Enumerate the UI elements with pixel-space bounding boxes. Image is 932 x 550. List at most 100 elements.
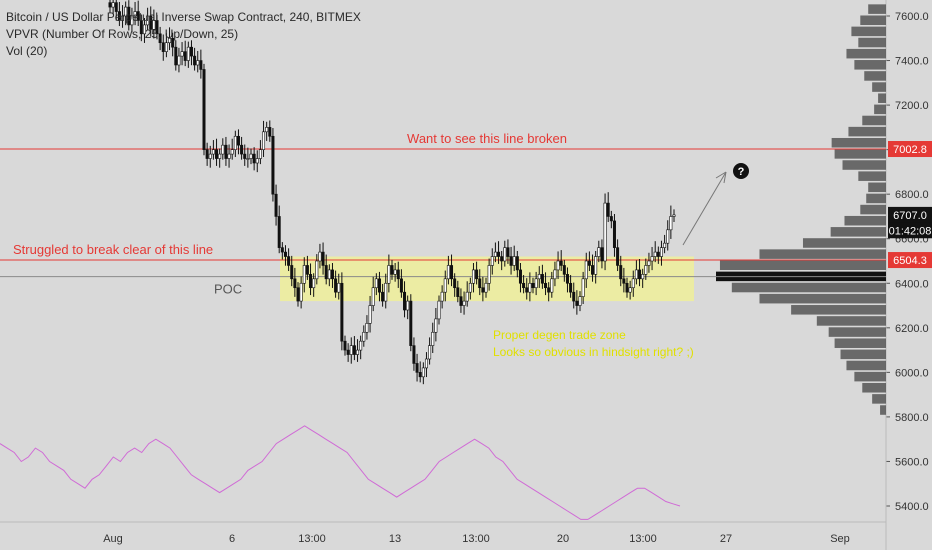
- candle-body: [268, 127, 272, 137]
- candle-body: [406, 300, 410, 311]
- candle-body: [399, 278, 403, 293]
- candle-body: [569, 282, 573, 293]
- candle-body: [374, 278, 378, 289]
- candle-body: [578, 296, 582, 306]
- volume-profile-row: [844, 215, 886, 226]
- volume-profile-row: [834, 338, 886, 348]
- candle-body: [149, 15, 153, 30]
- candle-body: [334, 278, 338, 293]
- volume-profile-row: [831, 137, 886, 148]
- candle-body: [522, 282, 526, 289]
- candle-body: [418, 372, 422, 378]
- vpvr-indicator-label[interactable]: VPVR (Number Of Rows, 25, Up/Down, 25): [6, 27, 239, 41]
- price-label-text: 7002.8: [893, 144, 927, 156]
- support-annotation: Struggled to break clear of this line: [13, 242, 213, 257]
- candle-body: [603, 202, 607, 262]
- volume-profile-row: [719, 260, 886, 271]
- question-mark-label: ?: [738, 166, 745, 178]
- candle-body: [174, 46, 178, 66]
- candle-body: [296, 287, 300, 302]
- candle-body: [230, 149, 234, 155]
- candle-body: [547, 287, 551, 293]
- candle-body: [638, 269, 642, 280]
- volume-profile-row: [866, 193, 886, 204]
- volume-profile-row: [816, 316, 886, 326]
- time-tick-label: 13: [389, 533, 401, 545]
- candle-body: [619, 265, 623, 280]
- candle-body: [415, 363, 419, 373]
- candle-body: [280, 247, 284, 253]
- projection-arrow[interactable]: [682, 171, 727, 246]
- candle-body: [277, 216, 281, 248]
- candle-body: [111, 2, 115, 8]
- zone-annotation-2: Looks so obvious in hindsight right? ;): [493, 345, 694, 359]
- candle-body: [121, 15, 125, 21]
- volume-profile-row: [878, 93, 886, 103]
- volume-profile-row: [872, 394, 886, 404]
- candle-body: [130, 15, 134, 26]
- candle-body: [459, 296, 463, 306]
- candle-body: [631, 278, 635, 289]
- candle-body: [346, 349, 350, 355]
- volume-indicator-label[interactable]: Vol (20): [6, 44, 48, 58]
- candle-body: [666, 229, 670, 244]
- candle-body: [381, 291, 385, 302]
- candle-body: [500, 256, 504, 262]
- candle-body: [283, 251, 287, 257]
- candle-body: [544, 282, 548, 289]
- volume-profile-row: [868, 182, 886, 193]
- candle-body: [168, 37, 172, 44]
- volume-profile-row: [840, 349, 886, 360]
- candle-body: [515, 256, 519, 271]
- volume-profile-row: [834, 149, 886, 159]
- volume-profile-row: [846, 360, 886, 371]
- volume-profile-row: [830, 227, 886, 237]
- candle-body: [462, 300, 466, 306]
- volume-profile-row: [860, 204, 886, 215]
- time-tick-label: Aug: [103, 533, 123, 545]
- candle-body: [274, 193, 278, 217]
- time-tick-label: 27: [720, 533, 732, 545]
- candle-body: [318, 251, 322, 262]
- candle-body: [142, 24, 146, 35]
- candle-body: [193, 55, 197, 66]
- candle-body: [669, 216, 673, 231]
- candle-body: [136, 11, 140, 21]
- volume-profile-row: [842, 160, 886, 170]
- candle-body: [155, 20, 159, 35]
- candle-body: [324, 265, 328, 280]
- candle-body: [672, 214, 676, 217]
- candle-body: [211, 149, 215, 155]
- candle-body: [243, 153, 247, 159]
- volume-profile-row: [858, 171, 886, 181]
- price-tick-label: 7400.0: [895, 56, 929, 68]
- volume-profile-row: [851, 26, 886, 37]
- candle-body: [224, 144, 228, 159]
- candle-body: [403, 291, 407, 311]
- candle-body: [653, 251, 657, 257]
- price-tick-label: 5600.0: [895, 456, 929, 468]
- candle-body: [478, 278, 482, 289]
- candle-body: [377, 278, 381, 293]
- candle-body: [393, 269, 397, 275]
- candle-body: [271, 135, 275, 195]
- candle-body: [409, 300, 413, 346]
- candle-body: [600, 247, 604, 262]
- candle-body: [634, 269, 638, 280]
- candle-body: [434, 318, 438, 333]
- candle-body: [431, 331, 435, 346]
- candle-body: [161, 42, 165, 52]
- candle-body: [581, 278, 585, 297]
- candle-body: [196, 60, 200, 66]
- candle-body: [183, 51, 187, 61]
- candle-body: [327, 269, 331, 280]
- candle-body: [205, 149, 209, 159]
- candle-body: [368, 305, 372, 324]
- volume-profile-row: [848, 126, 886, 137]
- price-tick-label: 6000.0: [895, 367, 929, 379]
- candle-body: [553, 269, 557, 280]
- time-tick-label: Sep: [830, 533, 850, 545]
- candle-body: [321, 251, 325, 266]
- candle-body: [503, 247, 507, 262]
